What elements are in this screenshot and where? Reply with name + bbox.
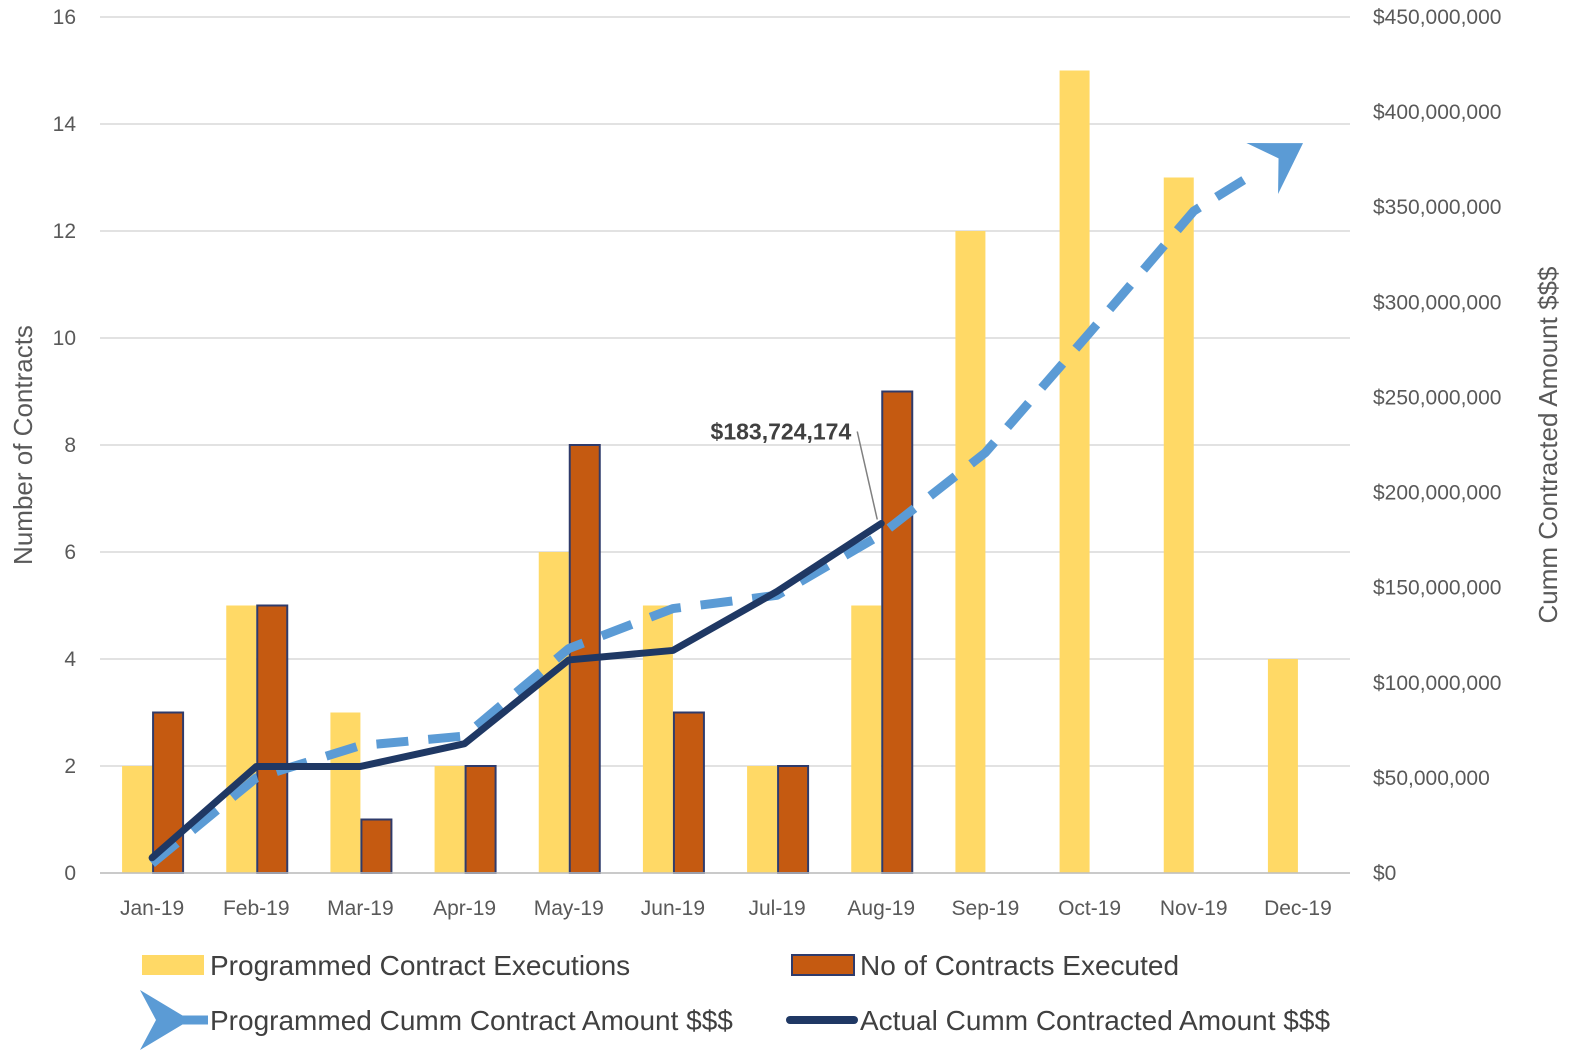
y2-tick-label: $50,000,000 xyxy=(1373,767,1490,790)
x-tick-label: Sep-19 xyxy=(952,897,1020,920)
x-tick-label: Oct-19 xyxy=(1058,897,1121,920)
bar-programmed-contract-executions xyxy=(1267,659,1298,873)
x-tick-label: Jul-19 xyxy=(748,897,805,920)
y-tick-label: 4 xyxy=(64,648,76,671)
x-tick-label: May-19 xyxy=(534,897,604,920)
x-tick-label: Jun-19 xyxy=(641,897,705,920)
legend-swatch-programmed-contract-executions xyxy=(142,955,204,975)
bar-programmed-contract-executions xyxy=(330,712,361,873)
legend-label-no-of-contracts-executed: No of Contracts Executed xyxy=(860,950,1179,981)
y-tick-label: 14 xyxy=(53,113,77,136)
y-tick-label: 6 xyxy=(64,541,76,564)
y-axis-title: Number of Contracts xyxy=(8,325,38,565)
bar-no-of-contracts-executed xyxy=(360,818,393,874)
legend-arrow-programmed-cumm-contract-amount xyxy=(140,990,190,1050)
axes: 0 2 4 6 8 10 12 14 16 $0 $50,000,000 $100,000,000 $1… xyxy=(53,6,1502,920)
line-programmed-cumm-contract-amount xyxy=(149,165,1263,867)
bar-programmed-contract-executions xyxy=(226,605,257,873)
line-actual-cumm-contracted-amount xyxy=(148,520,885,862)
y-tick-label: 16 xyxy=(53,6,76,29)
bar-programmed-contract-executions xyxy=(538,552,569,873)
y2-tick-label: $0 xyxy=(1373,862,1396,885)
y2-tick-label: $100,000,000 xyxy=(1373,672,1501,695)
line-arrowhead-programmed-cumm-contract-amount xyxy=(1246,143,1304,194)
x-tick-label: Apr-19 xyxy=(433,897,496,920)
bar-no-of-contracts-executed xyxy=(256,604,289,874)
y-tick-label: 8 xyxy=(64,434,76,457)
bar-no-of-contracts-executed xyxy=(672,711,705,874)
annotation: $183,724,174 xyxy=(711,419,878,520)
legend-label-programmed-cumm-contract-amount: Programmed Cumm Contract Amount $$$ xyxy=(210,1005,733,1036)
legend-swatch-no-of-contracts-executed xyxy=(791,954,855,976)
bar-no-of-contracts-executed xyxy=(464,765,497,874)
y2-tick-label: $250,000,000 xyxy=(1373,386,1501,409)
bar-programmed-contract-executions xyxy=(851,605,882,873)
y2-tick-label: $400,000,000 xyxy=(1373,101,1501,124)
lines xyxy=(148,143,1304,867)
legend: Programmed Contract Executions No of Cont… xyxy=(140,950,1330,1050)
y2-axis-title: Cumm Contracted Amount $$$ xyxy=(1533,266,1563,623)
y2-tick-label: $350,000,000 xyxy=(1373,196,1501,219)
y-tick-label: 2 xyxy=(64,755,76,778)
bar-programmed-contract-executions xyxy=(955,231,986,873)
y-tick-label: 10 xyxy=(53,327,76,350)
bar-programmed-contract-executions xyxy=(642,605,673,873)
y2-tick-label: $150,000,000 xyxy=(1373,577,1501,600)
bar-programmed-contract-executions xyxy=(747,766,778,873)
bar-programmed-contract-executions xyxy=(1163,177,1194,873)
x-tick-label: Aug-19 xyxy=(847,897,915,920)
y2-tick-label: $200,000,000 xyxy=(1373,482,1501,505)
annotation-label: $183,724,174 xyxy=(711,419,852,445)
legend-label-programmed-contract-executions: Programmed Contract Executions xyxy=(210,950,630,981)
bar-programmed-contract-executions xyxy=(1059,70,1090,873)
x-tick-label: Feb-19 xyxy=(223,897,290,920)
bar-no-of-contracts-executed xyxy=(777,765,810,874)
x-tick-label: Mar-19 xyxy=(327,897,394,920)
y-tick-label: 0 xyxy=(64,862,76,885)
y2-tick-label: $300,000,000 xyxy=(1373,291,1501,314)
x-tick-label: Dec-19 xyxy=(1264,897,1332,920)
x-tick-label: Jan-19 xyxy=(120,897,184,920)
y-tick-label: 12 xyxy=(53,220,76,243)
bars xyxy=(122,70,1298,874)
legend-label-actual-cumm-contracted-amount: Actual Cumm Contracted Amount $$$ xyxy=(860,1005,1330,1036)
annotation-leader-line xyxy=(856,431,878,520)
y2-tick-label: $450,000,000 xyxy=(1373,6,1501,29)
bar-programmed-contract-executions xyxy=(122,766,153,873)
bar-programmed-contract-executions xyxy=(434,766,465,873)
bar-no-of-contracts-executed xyxy=(881,390,914,874)
x-tick-label: Nov-19 xyxy=(1160,897,1228,920)
